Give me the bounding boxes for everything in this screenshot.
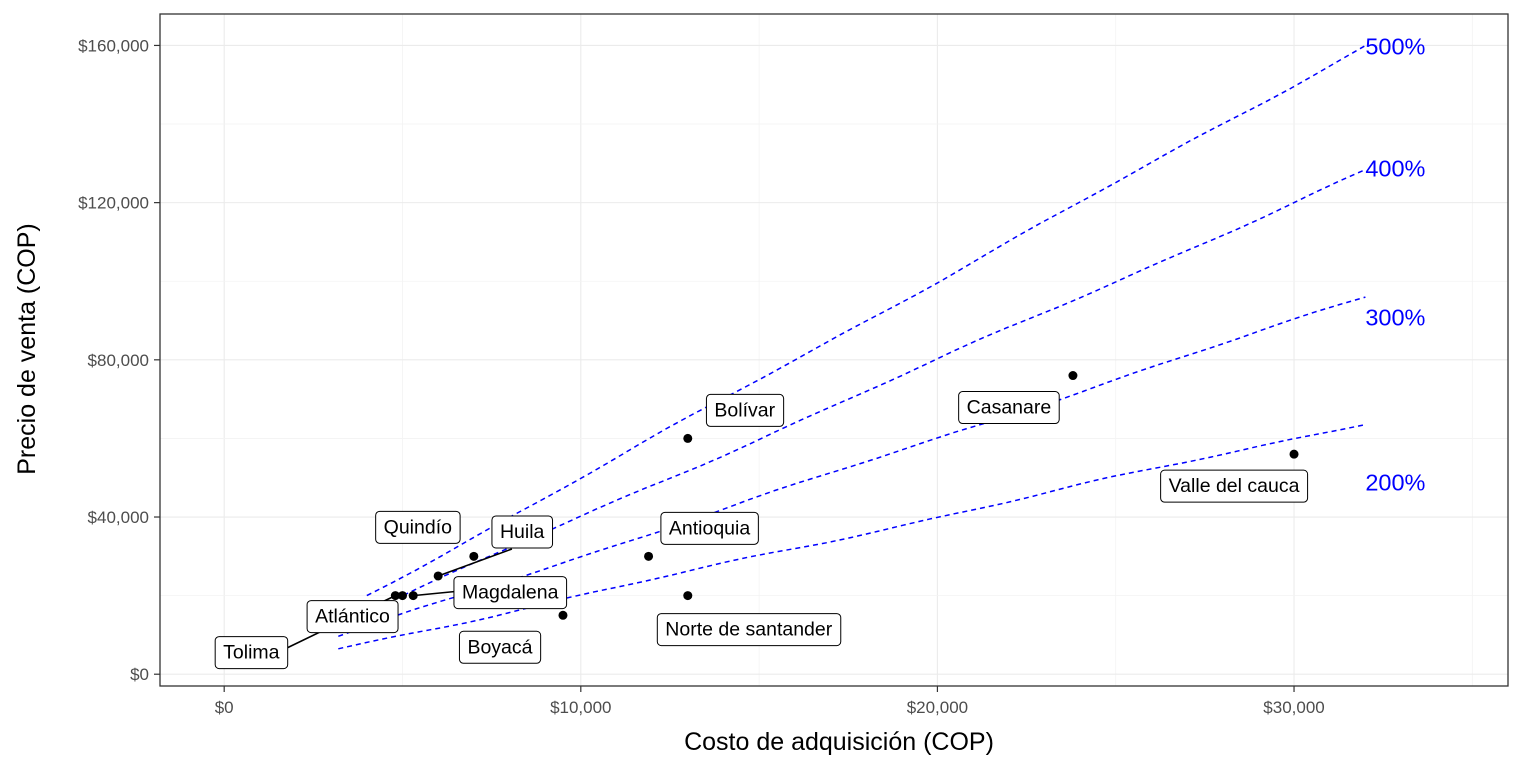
y-tick-label: $120,000 xyxy=(78,194,149,213)
point-label-text: Norte de santander xyxy=(665,619,832,641)
y-tick-label: $0 xyxy=(130,665,149,684)
x-tick-label: $30,000 xyxy=(1263,698,1324,717)
point-label-box xyxy=(375,510,461,544)
data-points xyxy=(390,371,1299,620)
reference-line-500pct xyxy=(366,44,1366,597)
point-label: Bolívar xyxy=(705,393,785,427)
point-label-text: Valle del cauca xyxy=(1169,475,1300,497)
reference-line-200pct xyxy=(338,423,1366,650)
point-labels: Tolima Atlántico Magdalena Huila Quindío Boya… xyxy=(214,391,1309,670)
point-label: Huila xyxy=(491,515,554,549)
data-point xyxy=(408,591,418,601)
plot-panel-border xyxy=(159,13,1509,687)
x-tick-label: $20,000 xyxy=(907,698,968,717)
point-label: Magdalena xyxy=(453,576,568,610)
x-axis: $0 $10,000 $20,000 $30,000 xyxy=(215,686,1325,717)
point-label-box xyxy=(660,511,759,545)
point-label: Tolima xyxy=(214,636,289,670)
grid-lines xyxy=(160,14,1508,686)
reference-line-label: 300% xyxy=(1365,305,1425,331)
y-tick-label: $40,000 xyxy=(88,508,149,527)
label-connector xyxy=(413,590,455,597)
point-label-box xyxy=(453,576,568,610)
point-label-text: Atlántico xyxy=(315,606,390,628)
data-point xyxy=(644,551,654,561)
point-label-text: Tolima xyxy=(223,642,280,664)
y-tick-label: $160,000 xyxy=(78,36,149,55)
point-label-text: Casanare xyxy=(967,397,1052,419)
point-label: Antioquia xyxy=(660,511,759,545)
label-connector xyxy=(437,548,513,577)
point-label-text: Magdalena xyxy=(462,582,559,604)
reference-line-label: 500% xyxy=(1365,33,1425,59)
point-label-text: Bolívar xyxy=(714,399,775,421)
point-label-box xyxy=(306,600,399,634)
point-label: Quindío xyxy=(375,510,461,544)
point-label-text: Antioquia xyxy=(669,517,750,539)
point-label-box xyxy=(1160,469,1309,503)
x-axis-title: Costo de adquisición (COP) xyxy=(684,728,994,756)
point-label: Valle del cauca xyxy=(1160,469,1309,503)
reference-line-labels: 500% 400% 300% 200% xyxy=(1365,33,1425,495)
data-point xyxy=(1068,371,1078,381)
point-label-box xyxy=(656,613,842,647)
y-axis: $0 $40,000 $80,000 $120,000 $160,000 xyxy=(78,36,160,684)
point-label: Boyacá xyxy=(458,630,542,664)
data-point xyxy=(683,591,693,601)
data-point xyxy=(1289,449,1299,459)
point-label-box xyxy=(958,391,1060,425)
point-label-text: Quindío xyxy=(384,516,452,538)
reference-line-label: 200% xyxy=(1365,470,1425,496)
data-point xyxy=(683,433,693,443)
data-point xyxy=(558,610,568,620)
point-label: Casanare xyxy=(958,391,1060,425)
data-point xyxy=(397,591,407,601)
point-label: Atlántico xyxy=(306,600,399,634)
point-label-text: Boyacá xyxy=(467,636,532,658)
reference-line-400pct xyxy=(337,168,1366,627)
reference-line-300pct xyxy=(338,296,1366,638)
point-label-box xyxy=(705,393,785,427)
data-point xyxy=(390,591,400,601)
point-label-box xyxy=(491,515,554,549)
x-tick-label: $10,000 xyxy=(550,698,611,717)
data-point xyxy=(433,571,443,581)
y-axis-title: Precio de venta (COP) xyxy=(13,223,41,475)
y-tick-label: $80,000 xyxy=(88,351,149,370)
point-label-text: Huila xyxy=(500,521,545,543)
reference-lines xyxy=(337,44,1366,650)
x-tick-label: $0 xyxy=(215,698,234,717)
point-label-box xyxy=(214,636,289,670)
reference-line-label: 400% xyxy=(1365,155,1425,181)
data-point xyxy=(469,551,479,561)
point-label: Norte de santander xyxy=(656,613,842,647)
point-label-box xyxy=(458,630,542,664)
